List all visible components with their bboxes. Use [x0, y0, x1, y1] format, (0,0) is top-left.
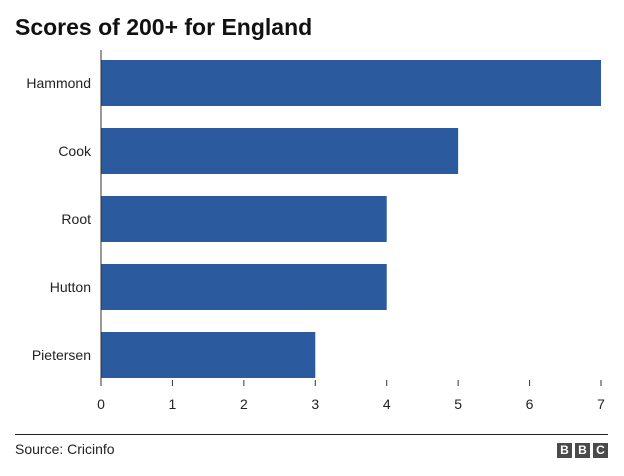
x-tick-label: 7	[597, 396, 605, 412]
x-tick-label: 2	[240, 396, 248, 412]
logo-letter: B	[557, 443, 572, 458]
bar	[101, 128, 459, 174]
logo-letter: C	[593, 443, 608, 458]
source-note: Source: Cricinfo	[15, 441, 115, 457]
chart-title: Scores of 200+ for England	[15, 14, 313, 40]
x-tick-label: 4	[383, 396, 391, 412]
category-label: Root	[61, 211, 91, 227]
bar	[101, 264, 387, 310]
x-tick-label: 6	[526, 396, 534, 412]
footer-divider	[15, 434, 608, 435]
x-tick-label: 5	[454, 396, 462, 412]
bar	[101, 196, 387, 242]
category-label: Hutton	[50, 279, 91, 295]
logo-letter: B	[575, 443, 590, 458]
x-tick-label: 3	[311, 396, 319, 412]
bbc-logo: B B C	[557, 443, 608, 458]
bar	[101, 60, 601, 106]
category-label: Cook	[58, 143, 92, 159]
bar	[101, 332, 316, 378]
bar-chart: Hammond Cook Root Hutton Pietersen 0 1 2 3 4 5 6 7	[26, 50, 605, 412]
category-label: Hammond	[26, 75, 91, 91]
x-tick-label: 1	[169, 396, 177, 412]
category-label: Pietersen	[32, 347, 91, 363]
x-tick-label: 0	[97, 396, 105, 412]
